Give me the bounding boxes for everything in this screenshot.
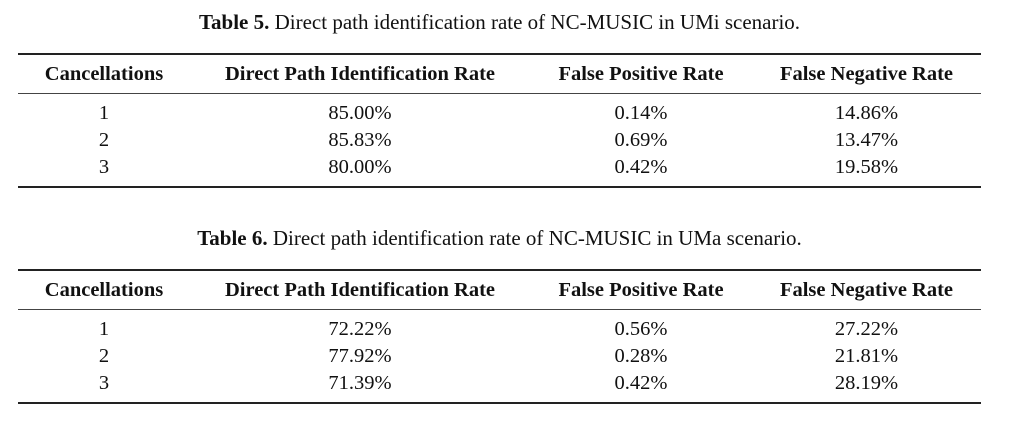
cell-cancellations: 2 [98,129,110,151]
table-row: 1 85.00% 0.14% 14.86% [18,94,981,128]
table-row: 3 80.00% 0.42% 19.58% [18,154,981,187]
cell-false-negative-rate: 14.86% [834,102,899,124]
header-false-positive-rate: False Positive Rate [558,278,724,301]
cell-direct-path-rate: 85.83% [328,129,392,151]
table-caption-text: Direct path identification rate of NC-MU… [274,10,801,34]
cell-false-negative-rate: 21.81% [834,345,899,367]
cell-cancellations: 3 [98,372,110,394]
table-row: 3 71.39% 0.42% 28.19% [18,370,981,403]
header-cancellations: Cancellations [44,278,164,301]
cell-false-positive-rate: 0.56% [614,318,668,340]
cell-direct-path-rate: 71.39% [328,372,392,394]
cell-direct-path-rate: 72.22% [328,318,392,340]
cell-false-positive-rate: 0.42% [614,372,668,394]
table-caption-text: Direct path identification rate of NC-MU… [272,226,802,250]
table-caption-label: Table 6. [197,226,268,250]
cell-direct-path-rate: 80.00% [328,156,392,178]
header-false-negative-rate: False Negative Rate [779,62,954,85]
cell-cancellations: 3 [98,156,110,178]
table-5-block: Table 5. Direct path identification rate… [18,8,981,188]
header-false-negative-rate: False Negative Rate [779,278,954,301]
cell-false-negative-rate: 27.22% [834,318,899,340]
table-header-row: Cancellations Direct Path Identification… [18,270,981,310]
header-direct-path-rate: Direct Path Identification Rate [224,278,496,301]
cell-direct-path-rate: 85.00% [328,102,392,124]
cell-false-negative-rate: 19.58% [834,156,899,178]
header-direct-path-rate: Direct Path Identification Rate [224,62,496,85]
cell-false-negative-rate: 13.47% [834,129,899,151]
header-cancellations: Cancellations [44,62,164,85]
cell-cancellations: 2 [98,345,110,367]
table-6-block: Table 6. Direct path identification rate… [18,224,981,404]
cell-false-negative-rate: 28.19% [834,372,899,394]
table-caption: Table 5. Direct path identification rate… [18,8,981,36]
table-row: 2 85.83% 0.69% 13.47% [18,127,981,154]
table-row: 2 77.92% 0.28% 21.81% [18,343,981,370]
results-table: Cancellations Direct Path Identification… [18,53,981,188]
cell-cancellations: 1 [98,318,110,340]
cell-direct-path-rate: 77.92% [328,345,392,367]
cell-cancellations: 1 [98,102,110,124]
cell-false-positive-rate: 0.28% [614,345,668,367]
cell-false-positive-rate: 0.14% [614,102,668,124]
cell-false-positive-rate: 0.69% [614,129,668,151]
table-header-row: Cancellations Direct Path Identification… [18,54,981,94]
cell-false-positive-rate: 0.42% [614,156,668,178]
header-false-positive-rate: False Positive Rate [558,62,724,85]
table-caption-label: Table 5. [198,10,270,34]
table-caption: Table 6. Direct path identification rate… [18,224,981,252]
results-table: Cancellations Direct Path Identification… [18,269,981,404]
table-row: 1 72.22% 0.56% 27.22% [18,310,981,344]
